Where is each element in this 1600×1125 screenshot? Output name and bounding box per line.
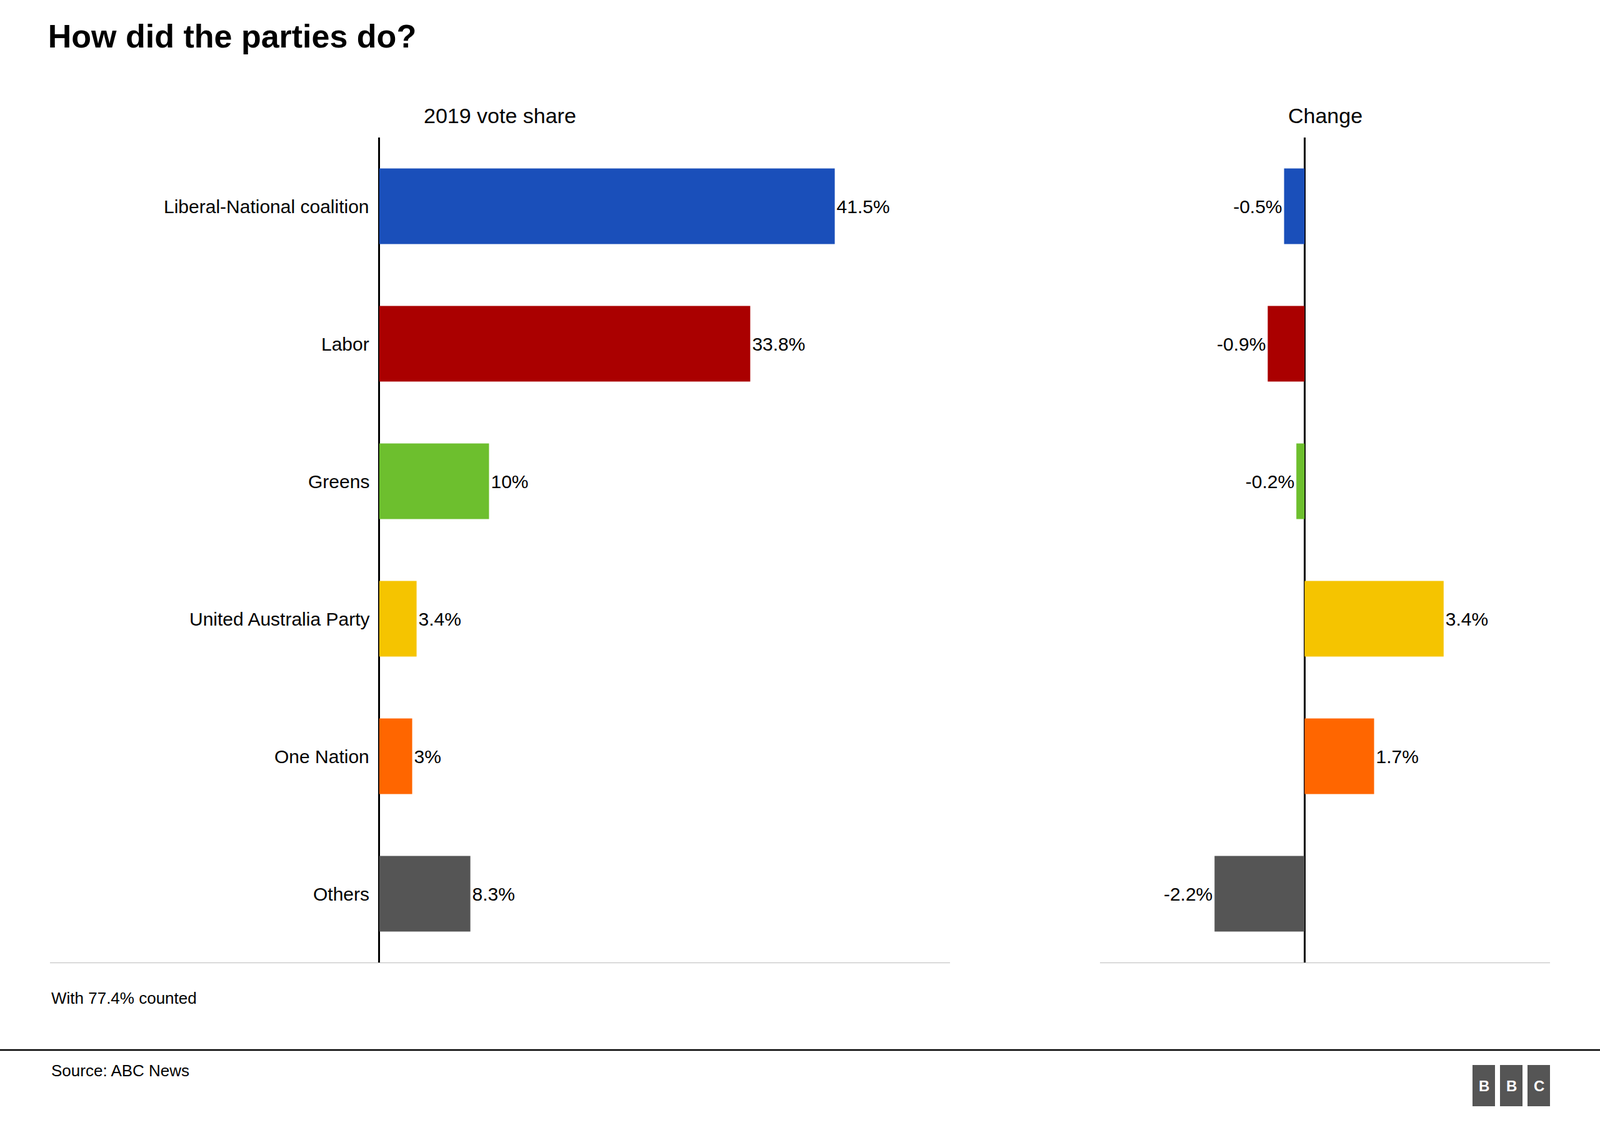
svg-text:B: B <box>1506 1077 1517 1095</box>
svg-text:With 77.4% counted: With 77.4% counted <box>51 988 197 1008</box>
svg-text:3%: 3% <box>414 746 442 767</box>
svg-text:Source: ABC News: Source: ABC News <box>51 1061 190 1080</box>
svg-text:33.8%: 33.8% <box>751 333 805 355</box>
svg-text:8.3%: 8.3% <box>472 883 515 905</box>
svg-text:Liberal-National coalition: Liberal-National coalition <box>163 196 370 217</box>
svg-text:10%: 10% <box>490 471 529 492</box>
svg-text:C: C <box>1533 1077 1545 1095</box>
svg-text:Change: Change <box>1288 103 1363 128</box>
svg-text:B: B <box>1478 1077 1490 1095</box>
svg-text:Others: Others <box>313 883 370 905</box>
svg-text:2019 vote share: 2019 vote share <box>423 103 577 128</box>
svg-text:Greens: Greens <box>308 471 370 492</box>
svg-text:Labor: Labor <box>321 333 370 355</box>
svg-text:-0.5%: -0.5% <box>1233 196 1282 217</box>
svg-text:-0.2%: -0.2% <box>1245 471 1295 492</box>
svg-text:3.4%: 3.4% <box>418 608 462 630</box>
svg-text:How did the parties do?: How did the parties do? <box>48 18 417 55</box>
svg-text:United Australia Party: United Australia Party <box>189 608 370 630</box>
svg-text:41.5%: 41.5% <box>836 196 890 217</box>
svg-text:1.7%: 1.7% <box>1376 746 1419 767</box>
svg-text:One Nation: One Nation <box>274 746 370 767</box>
svg-text:-2.2%: -2.2% <box>1163 883 1213 905</box>
svg-text:3.4%: 3.4% <box>1445 608 1489 630</box>
svg-text:-0.9%: -0.9% <box>1216 333 1266 355</box>
